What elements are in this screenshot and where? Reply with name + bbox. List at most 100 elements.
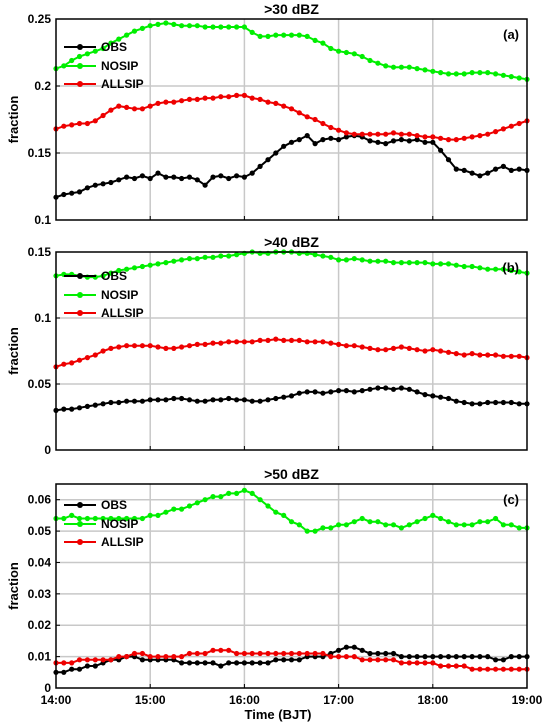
data-point-nosip-a (226, 24, 232, 30)
data-point-obs-a (320, 137, 326, 143)
data-point-nosip-b (461, 263, 467, 270)
data-point-obs-b (265, 397, 271, 403)
data-point-obs-c (273, 657, 279, 663)
data-point-nosip-a (155, 21, 161, 27)
y-tick-label-c: 0.01 (28, 650, 52, 664)
data-point-allsip-b (414, 347, 420, 353)
data-point-allsip-c (477, 666, 483, 672)
data-point-allsip-c (226, 647, 232, 653)
data-point-allsip-b (249, 339, 255, 345)
legend-label-nosip-a: NOSIP (101, 59, 138, 73)
data-point-allsip-b (320, 339, 326, 345)
data-point-allsip-c (351, 654, 357, 660)
data-point-allsip-c (430, 660, 436, 666)
data-point-obs-c (281, 657, 287, 663)
data-point-allsip-a (304, 114, 310, 120)
data-point-allsip-c (336, 654, 342, 660)
data-point-nosip-c (147, 512, 153, 519)
data-point-nosip-b (422, 260, 428, 266)
data-point-nosip-c (477, 519, 483, 525)
data-point-obs-b (414, 389, 420, 395)
data-point-allsip-c (438, 663, 444, 669)
data-point-nosip-c (375, 519, 381, 525)
data-point-allsip-c (84, 657, 90, 663)
data-point-nosip-c (508, 522, 514, 528)
data-point-allsip-a (445, 137, 452, 143)
data-point-allsip-b (281, 337, 287, 343)
data-point-allsip-b (477, 352, 483, 358)
data-point-allsip-b (257, 337, 263, 343)
data-point-allsip-b (131, 343, 138, 349)
x-axis-label: Time (BJT) (245, 707, 312, 722)
data-point-nosip-c (320, 525, 326, 531)
data-point-allsip-b (336, 341, 342, 347)
data-point-nosip-a (171, 21, 177, 27)
data-point-nosip-c (108, 515, 114, 522)
data-point-allsip-a (493, 129, 499, 135)
data-point-nosip-a (179, 23, 185, 29)
data-point-allsip-c (469, 666, 475, 672)
data-point-obs-c (359, 647, 365, 653)
data-point-obs-a (124, 174, 130, 180)
legend-label-obs-b: OBS (101, 269, 127, 283)
data-point-allsip-b (485, 352, 491, 358)
data-point-nosip-c (84, 515, 90, 522)
data-point-allsip-a (406, 131, 412, 137)
panel-b: 0 0.05 0.1 0.15 >40 dBZ (b) fraction OBS NO… (6, 234, 530, 457)
data-point-obs-c (139, 657, 145, 663)
data-point-nosip-a (508, 74, 514, 80)
data-point-allsip-a (241, 92, 247, 98)
data-point-allsip-a (453, 137, 459, 143)
data-point-obs-c (461, 654, 467, 660)
data-point-obs-a (414, 137, 420, 143)
data-point-allsip-c (265, 650, 271, 657)
data-point-nosip-c (218, 494, 224, 500)
data-point-nosip-c (312, 528, 318, 534)
data-point-obs-a (485, 170, 491, 176)
data-point-obs-a (218, 173, 224, 179)
data-point-nosip-b (383, 258, 389, 264)
data-point-obs-b (359, 388, 365, 394)
data-point-allsip-b (493, 352, 499, 358)
data-point-obs-b (375, 385, 381, 391)
y-tick-label-b: 0.15 (28, 245, 52, 259)
data-point-allsip-b (147, 343, 153, 349)
data-point-nosip-c (438, 515, 444, 522)
data-point-obs-a (406, 138, 412, 144)
legend-marker-nosip-c (77, 521, 83, 527)
data-point-obs-a (265, 157, 271, 163)
data-point-allsip-b (461, 352, 467, 358)
data-point-nosip-b (351, 256, 357, 262)
data-point-obs-b (328, 389, 334, 395)
data-point-nosip-a (124, 32, 130, 38)
data-point-allsip-c (257, 650, 263, 657)
data-point-nosip-c (328, 525, 334, 531)
data-point-nosip-a (422, 67, 428, 73)
data-point-nosip-c (406, 522, 412, 528)
y-tick-label-c: 0.05 (28, 524, 52, 538)
data-point-allsip-c (461, 663, 467, 669)
y-tick-label-a: 0.1 (34, 213, 51, 227)
data-point-obs-a (147, 175, 153, 182)
data-point-obs-b (100, 401, 106, 407)
data-point-allsip-a (296, 110, 302, 116)
data-point-nosip-b (438, 261, 444, 267)
data-point-allsip-c (414, 660, 420, 666)
data-point-nosip-c (249, 490, 255, 496)
data-point-allsip-b (116, 344, 122, 350)
data-point-nosip-a (249, 29, 255, 35)
data-point-nosip-a (84, 51, 90, 57)
data-point-nosip-b (367, 258, 373, 264)
data-point-obs-c (61, 669, 67, 675)
data-point-allsip-b (328, 340, 334, 346)
data-point-nosip-c (453, 522, 459, 528)
data-point-nosip-b (328, 254, 334, 260)
data-point-allsip-c (406, 660, 412, 666)
data-point-obs-a (390, 138, 397, 144)
data-point-nosip-c (265, 503, 271, 509)
data-point-allsip-a (351, 131, 357, 137)
data-point-obs-c (500, 657, 506, 663)
data-point-allsip-a (414, 133, 420, 139)
legend-label-allsip-c: ALLSIP (101, 535, 144, 549)
data-point-allsip-a (76, 120, 83, 127)
